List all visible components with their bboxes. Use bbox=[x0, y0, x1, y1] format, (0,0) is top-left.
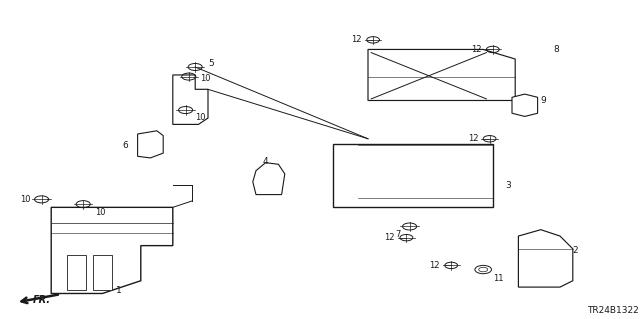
Text: TR24B1322: TR24B1322 bbox=[587, 306, 639, 315]
Bar bbox=[336, 170, 352, 176]
Polygon shape bbox=[518, 230, 573, 287]
Polygon shape bbox=[368, 49, 515, 100]
Text: 9: 9 bbox=[541, 96, 547, 105]
Text: 10: 10 bbox=[20, 195, 31, 204]
Text: 11: 11 bbox=[493, 274, 503, 283]
Bar bbox=[336, 179, 352, 186]
Bar bbox=[514, 104, 520, 107]
Bar bbox=[514, 108, 520, 112]
Text: 3: 3 bbox=[506, 181, 511, 189]
Text: 8: 8 bbox=[554, 45, 559, 54]
Bar bbox=[336, 151, 352, 157]
Polygon shape bbox=[512, 94, 538, 116]
Bar bbox=[336, 160, 352, 167]
Text: 6: 6 bbox=[122, 141, 128, 150]
Polygon shape bbox=[253, 163, 285, 195]
Polygon shape bbox=[51, 207, 173, 293]
Polygon shape bbox=[333, 144, 493, 207]
Polygon shape bbox=[67, 255, 86, 290]
Text: 12: 12 bbox=[429, 261, 440, 270]
Polygon shape bbox=[173, 75, 208, 124]
Text: 5: 5 bbox=[208, 59, 214, 68]
Polygon shape bbox=[93, 255, 112, 290]
Text: 4: 4 bbox=[263, 157, 268, 166]
Text: FR.: FR. bbox=[33, 295, 51, 306]
Text: 7: 7 bbox=[396, 230, 401, 239]
Text: 1: 1 bbox=[116, 286, 121, 294]
Bar bbox=[336, 189, 352, 195]
Text: 12: 12 bbox=[471, 45, 481, 54]
Text: 12: 12 bbox=[351, 35, 362, 44]
Text: 12: 12 bbox=[468, 134, 479, 143]
Text: 10: 10 bbox=[195, 113, 205, 122]
Text: 12: 12 bbox=[385, 233, 395, 242]
Text: 10: 10 bbox=[200, 74, 210, 83]
Polygon shape bbox=[138, 131, 163, 158]
Text: 10: 10 bbox=[95, 208, 105, 217]
Text: 2: 2 bbox=[573, 246, 579, 255]
Bar bbox=[514, 99, 520, 102]
